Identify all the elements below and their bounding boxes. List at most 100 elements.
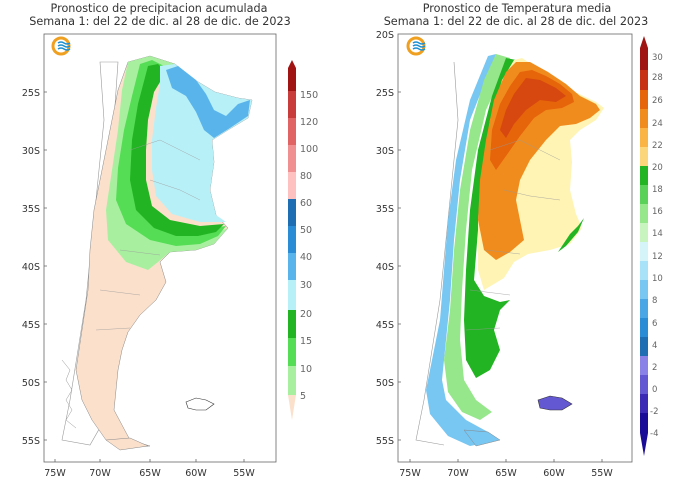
right-lat-20s: 20S — [376, 30, 394, 41]
right-legend-label: 28 — [652, 73, 663, 83]
right-lat-55s: 55S — [376, 436, 394, 447]
left-colorbar-bin — [288, 253, 296, 280]
left-legend-label: 5 — [300, 391, 306, 402]
right-colorbar-bin — [640, 147, 648, 166]
left-colorbar-bin — [288, 226, 296, 253]
right-colorbar-bin — [640, 48, 648, 70]
right-colorbar-bin — [640, 128, 648, 147]
right-colorbar-bin — [640, 261, 648, 280]
left-legend-label: 30 — [300, 280, 312, 291]
left-colorbar-bin — [288, 280, 296, 310]
right-lat-ticks — [398, 91, 401, 441]
right-lat-30s: 30S — [376, 146, 394, 157]
left-lat-55s: 55S — [22, 436, 40, 447]
left-colorbar-bin — [288, 338, 296, 366]
left-colorbar-bin — [288, 145, 296, 172]
left-legend-label: 40 — [300, 252, 312, 263]
right-legend-label: 30 — [652, 53, 663, 63]
left-chile-islands — [61, 359, 77, 429]
left-colorbar: 150 120 100 80 60 50 40 30 20 15 10 5 — [288, 60, 318, 420]
smn-logo-icon — [51, 36, 71, 56]
left-legend-label: 150 — [300, 90, 318, 101]
right-colorbar-bin — [640, 337, 648, 356]
right-colorbar-bin — [640, 242, 648, 261]
left-lon-75w: 75W — [44, 468, 66, 479]
right-lat-25s: 25S — [376, 88, 394, 99]
right-legend-label: 20 — [652, 163, 663, 173]
right-legend-label: 4 — [652, 341, 657, 351]
right-legend-label: 8 — [652, 296, 657, 306]
right-colorbar-bin — [640, 166, 648, 185]
right-legend-label: 14 — [652, 229, 663, 239]
right-lon-ticks — [409, 459, 603, 462]
right-legend-label: 2 — [652, 363, 657, 373]
right-band-12-14 — [444, 54, 510, 420]
left-colorbar-arrow-top — [288, 60, 296, 68]
left-lat-35s: 35S — [22, 204, 40, 215]
right-legend-label: 18 — [652, 185, 663, 195]
right-legend-label: 10 — [652, 274, 663, 284]
left-legend-label: 120 — [300, 117, 318, 128]
left-lon-55w: 55W — [233, 468, 255, 479]
right-colorbar-arrow-bottom — [640, 433, 648, 456]
right-lon-60w: 60W — [543, 468, 565, 479]
left-legend-label: 15 — [300, 336, 312, 347]
right-legend-label: 26 — [652, 96, 663, 106]
left-lat-30s: 30S — [22, 146, 40, 157]
left-colorbar-bin — [288, 68, 296, 91]
right-title-line2: Semana 1: del 22 de dic. al 28 de dic. d… — [383, 15, 649, 28]
right-colorbar-bin — [640, 375, 648, 394]
right-legend-label: -4 — [650, 429, 658, 439]
right-colorbar-bin — [640, 70, 648, 90]
left-colorbar-bin — [288, 366, 296, 395]
right-colorbar-bin — [640, 280, 648, 299]
right-legend-label: 6 — [652, 319, 657, 329]
right-colorbar-bin — [640, 299, 648, 318]
right-coast-blue — [426, 54, 500, 446]
right-province-lines — [465, 139, 561, 331]
smn-logo-icon — [406, 36, 426, 56]
right-lon-70w: 70W — [447, 468, 469, 479]
right-lat-40s: 40S — [376, 262, 394, 273]
right-title-line1: Pronostico de Temperatura media — [422, 2, 612, 15]
right-colorbar: 30 28 26 24 22 20 18 16 14 12 10 8 6 4 2… — [640, 36, 663, 456]
right-map: 20S 25S 30S 35S 40S 45S 50S 55S 75W 70W … — [376, 30, 633, 479]
left-legend-label: 50 — [300, 225, 312, 236]
left-lon-60w: 60W — [185, 468, 207, 479]
left-tierra-del-fuego — [105, 437, 149, 451]
right-neighbor-outline — [415, 61, 459, 446]
right-colorbar-bin — [640, 413, 648, 433]
left-legend-label: 80 — [300, 171, 312, 182]
right-lon-75w: 75W — [399, 468, 421, 479]
left-band-20-30 — [152, 64, 252, 222]
left-lat-45s: 45S — [22, 320, 40, 331]
left-legend-label: 100 — [300, 144, 318, 155]
right-colorbar-bin — [640, 223, 648, 242]
right-tierra-del-fuego — [463, 429, 501, 447]
left-colorbar-bin — [288, 172, 296, 199]
right-legend-label: 24 — [652, 119, 663, 129]
left-title-line2: Semana 1: del 22 de dic. al 28 de dic. d… — [29, 15, 291, 28]
left-band-30-40 — [166, 66, 250, 138]
left-province-lines — [95, 139, 201, 331]
left-lon-65w: 65W — [139, 468, 161, 479]
right-colorbar-bin — [640, 394, 648, 413]
left-colorbar-bin — [288, 91, 296, 118]
right-colorbar-bin — [640, 356, 648, 375]
right-legend-label: 0 — [652, 385, 657, 395]
right-ba-coast — [558, 218, 584, 252]
left-legend-label: 60 — [300, 198, 312, 209]
right-lon-65w: 65W — [495, 468, 517, 479]
right-colorbar-bin — [640, 204, 648, 223]
right-lat-45s: 45S — [376, 320, 394, 331]
right-lat-35s: 35S — [376, 204, 394, 215]
right-band-16-20 — [464, 58, 516, 378]
right-colorbar-bin — [640, 185, 648, 204]
left-colorbar-bin — [288, 118, 296, 145]
right-colorbar-bin — [640, 90, 648, 109]
right-legend-label: -2 — [650, 407, 658, 417]
left-falklands — [185, 397, 215, 411]
left-legend-label: 20 — [300, 309, 312, 320]
left-title-line1: Pronostico de precipitacion acumulada — [50, 2, 268, 15]
